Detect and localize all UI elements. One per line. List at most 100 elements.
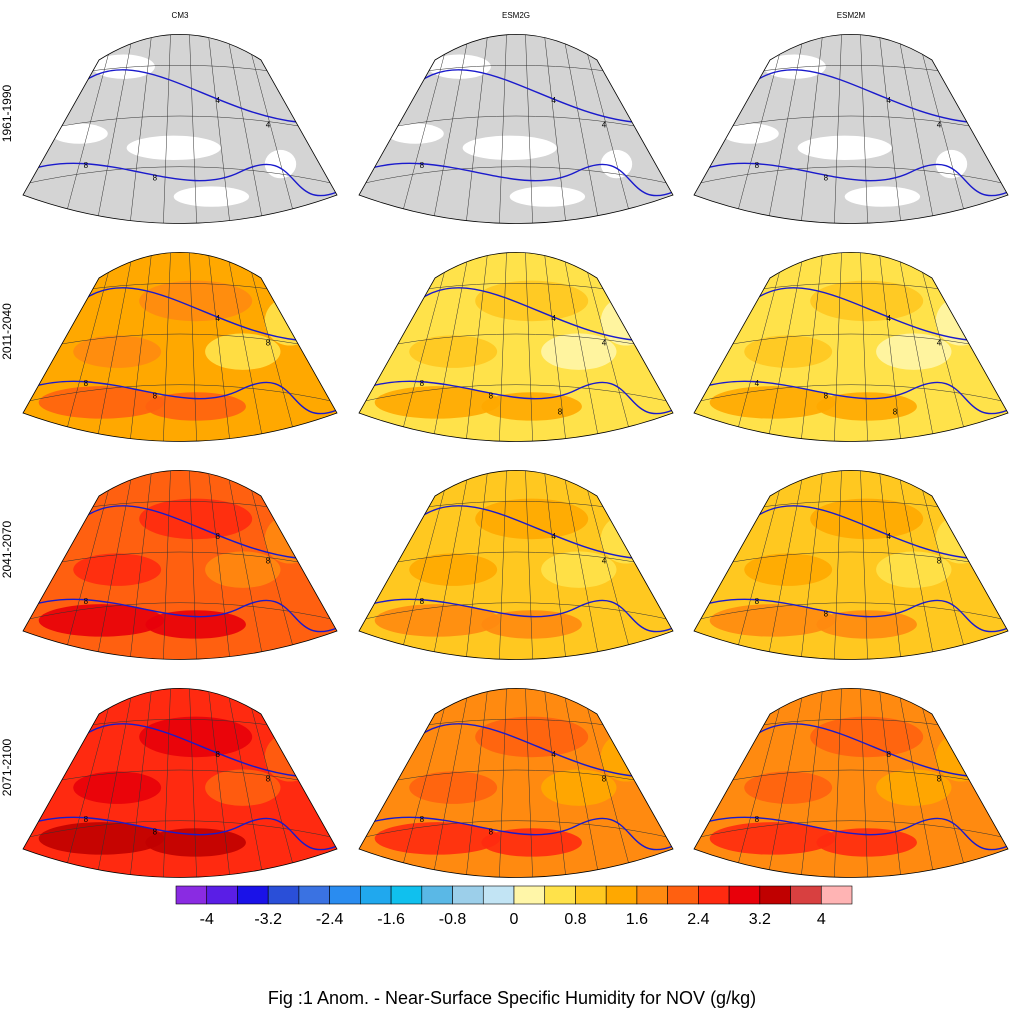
meridian [578,252,639,442]
meridian [560,252,604,442]
contour-line [23,380,337,415]
row-label: 1961-1990 [0,84,14,142]
land-area [387,123,444,144]
anomaly-field [694,688,1008,878]
anomaly-region [374,822,501,855]
contour-label: 8 [266,557,271,566]
meridian [498,34,508,224]
colorbar-swatch [298,885,330,905]
meridian [242,688,303,878]
land-area [722,123,779,144]
contour-line [82,69,298,123]
meridian [188,688,198,878]
meridian [728,34,789,224]
meridian [798,252,825,442]
land-area [92,54,155,79]
colorbar-swatch [605,885,638,905]
meridian [127,252,154,442]
meridian [127,34,154,224]
map-panel-cm3-2011-2040: 4 8 8 8 [22,251,338,442]
meridian [162,34,172,224]
meridian [224,252,268,442]
anomaly-region [145,828,246,857]
map-panel-cm3-2071-2100: 8 8 8 8 [22,687,338,878]
meridian [463,470,490,660]
contour-line [359,380,673,415]
contour-label: 8 [153,173,158,182]
parallel [23,769,337,788]
parallel [359,602,673,621]
meridian [877,470,904,660]
contour-label: 4 [602,557,607,566]
meridian [895,34,939,224]
meridian [242,252,303,442]
contour-label: 8 [84,597,89,606]
colorbar-swatch [513,885,546,905]
meridian [224,688,268,878]
land-area [797,135,892,161]
contour-label: 8 [84,379,89,388]
map-panel-esm2g-1961-1990: 4 4 8 [358,33,674,224]
meridian [877,34,904,224]
contour-label: 8 [420,161,425,170]
anomaly-region [139,716,253,758]
contour-label: 4 [755,379,760,388]
map-panel-cm3-2041-2070: 8 8 8 [22,469,338,660]
meridian [92,34,136,224]
panel-border [22,687,338,878]
contour-line [23,162,337,197]
meridian [833,688,843,878]
meridian [913,470,974,660]
meridian [560,688,604,878]
anomaly-region [475,716,589,758]
parallel [359,769,673,788]
contour-line [418,505,634,559]
anomaly-region [374,386,501,419]
colorbar-swatch [452,885,484,905]
contour-label: 4 [886,96,891,105]
meridian [728,470,789,660]
panel-border [358,687,674,878]
meridian [578,688,639,878]
contour-label: 8 [755,815,760,824]
meridian [877,252,904,442]
meridian [728,688,789,878]
anomaly-region [205,769,281,806]
colorbar-tick-label: 3.2 [749,911,771,928]
meridian [763,34,807,224]
map-panel-esm2m-2041-2070: 4 8 8 8 [693,469,1009,660]
contour-label: 8 [420,815,425,824]
anomaly-region [541,333,617,370]
colorbar-swatch [820,885,853,905]
meridian [188,252,198,442]
map-panel-esm2m-1961-1990: 4 4 8 8 [693,33,1009,224]
panel-border [693,33,1009,224]
anomaly-region [481,828,582,857]
panel-border [693,469,1009,660]
panel-border [22,469,338,660]
anomaly-region [935,296,987,346]
parallel [694,602,1008,621]
panel-border [22,33,338,224]
meridian [428,688,472,878]
meridian [242,34,303,224]
meridian [393,34,454,224]
meridian [92,252,136,442]
contour-label: 8 [937,775,942,784]
contour-label: 8 [215,750,220,759]
contour-label: 4 [886,532,891,541]
anomaly-region [541,551,617,588]
anomaly-region [139,280,253,322]
meridian [542,470,569,660]
column-label: CM3 [172,11,189,20]
colorbar-swatch [728,885,761,905]
colorbar-tick-label: 0 [510,911,519,928]
contour-line [82,505,298,559]
meridian [833,470,843,660]
contour-label: 8 [489,391,494,400]
anomaly-region [139,498,253,540]
contour-label: 8 [153,391,158,400]
anomaly-region [145,392,246,421]
anomaly-region [205,551,281,588]
meridian [57,34,118,224]
